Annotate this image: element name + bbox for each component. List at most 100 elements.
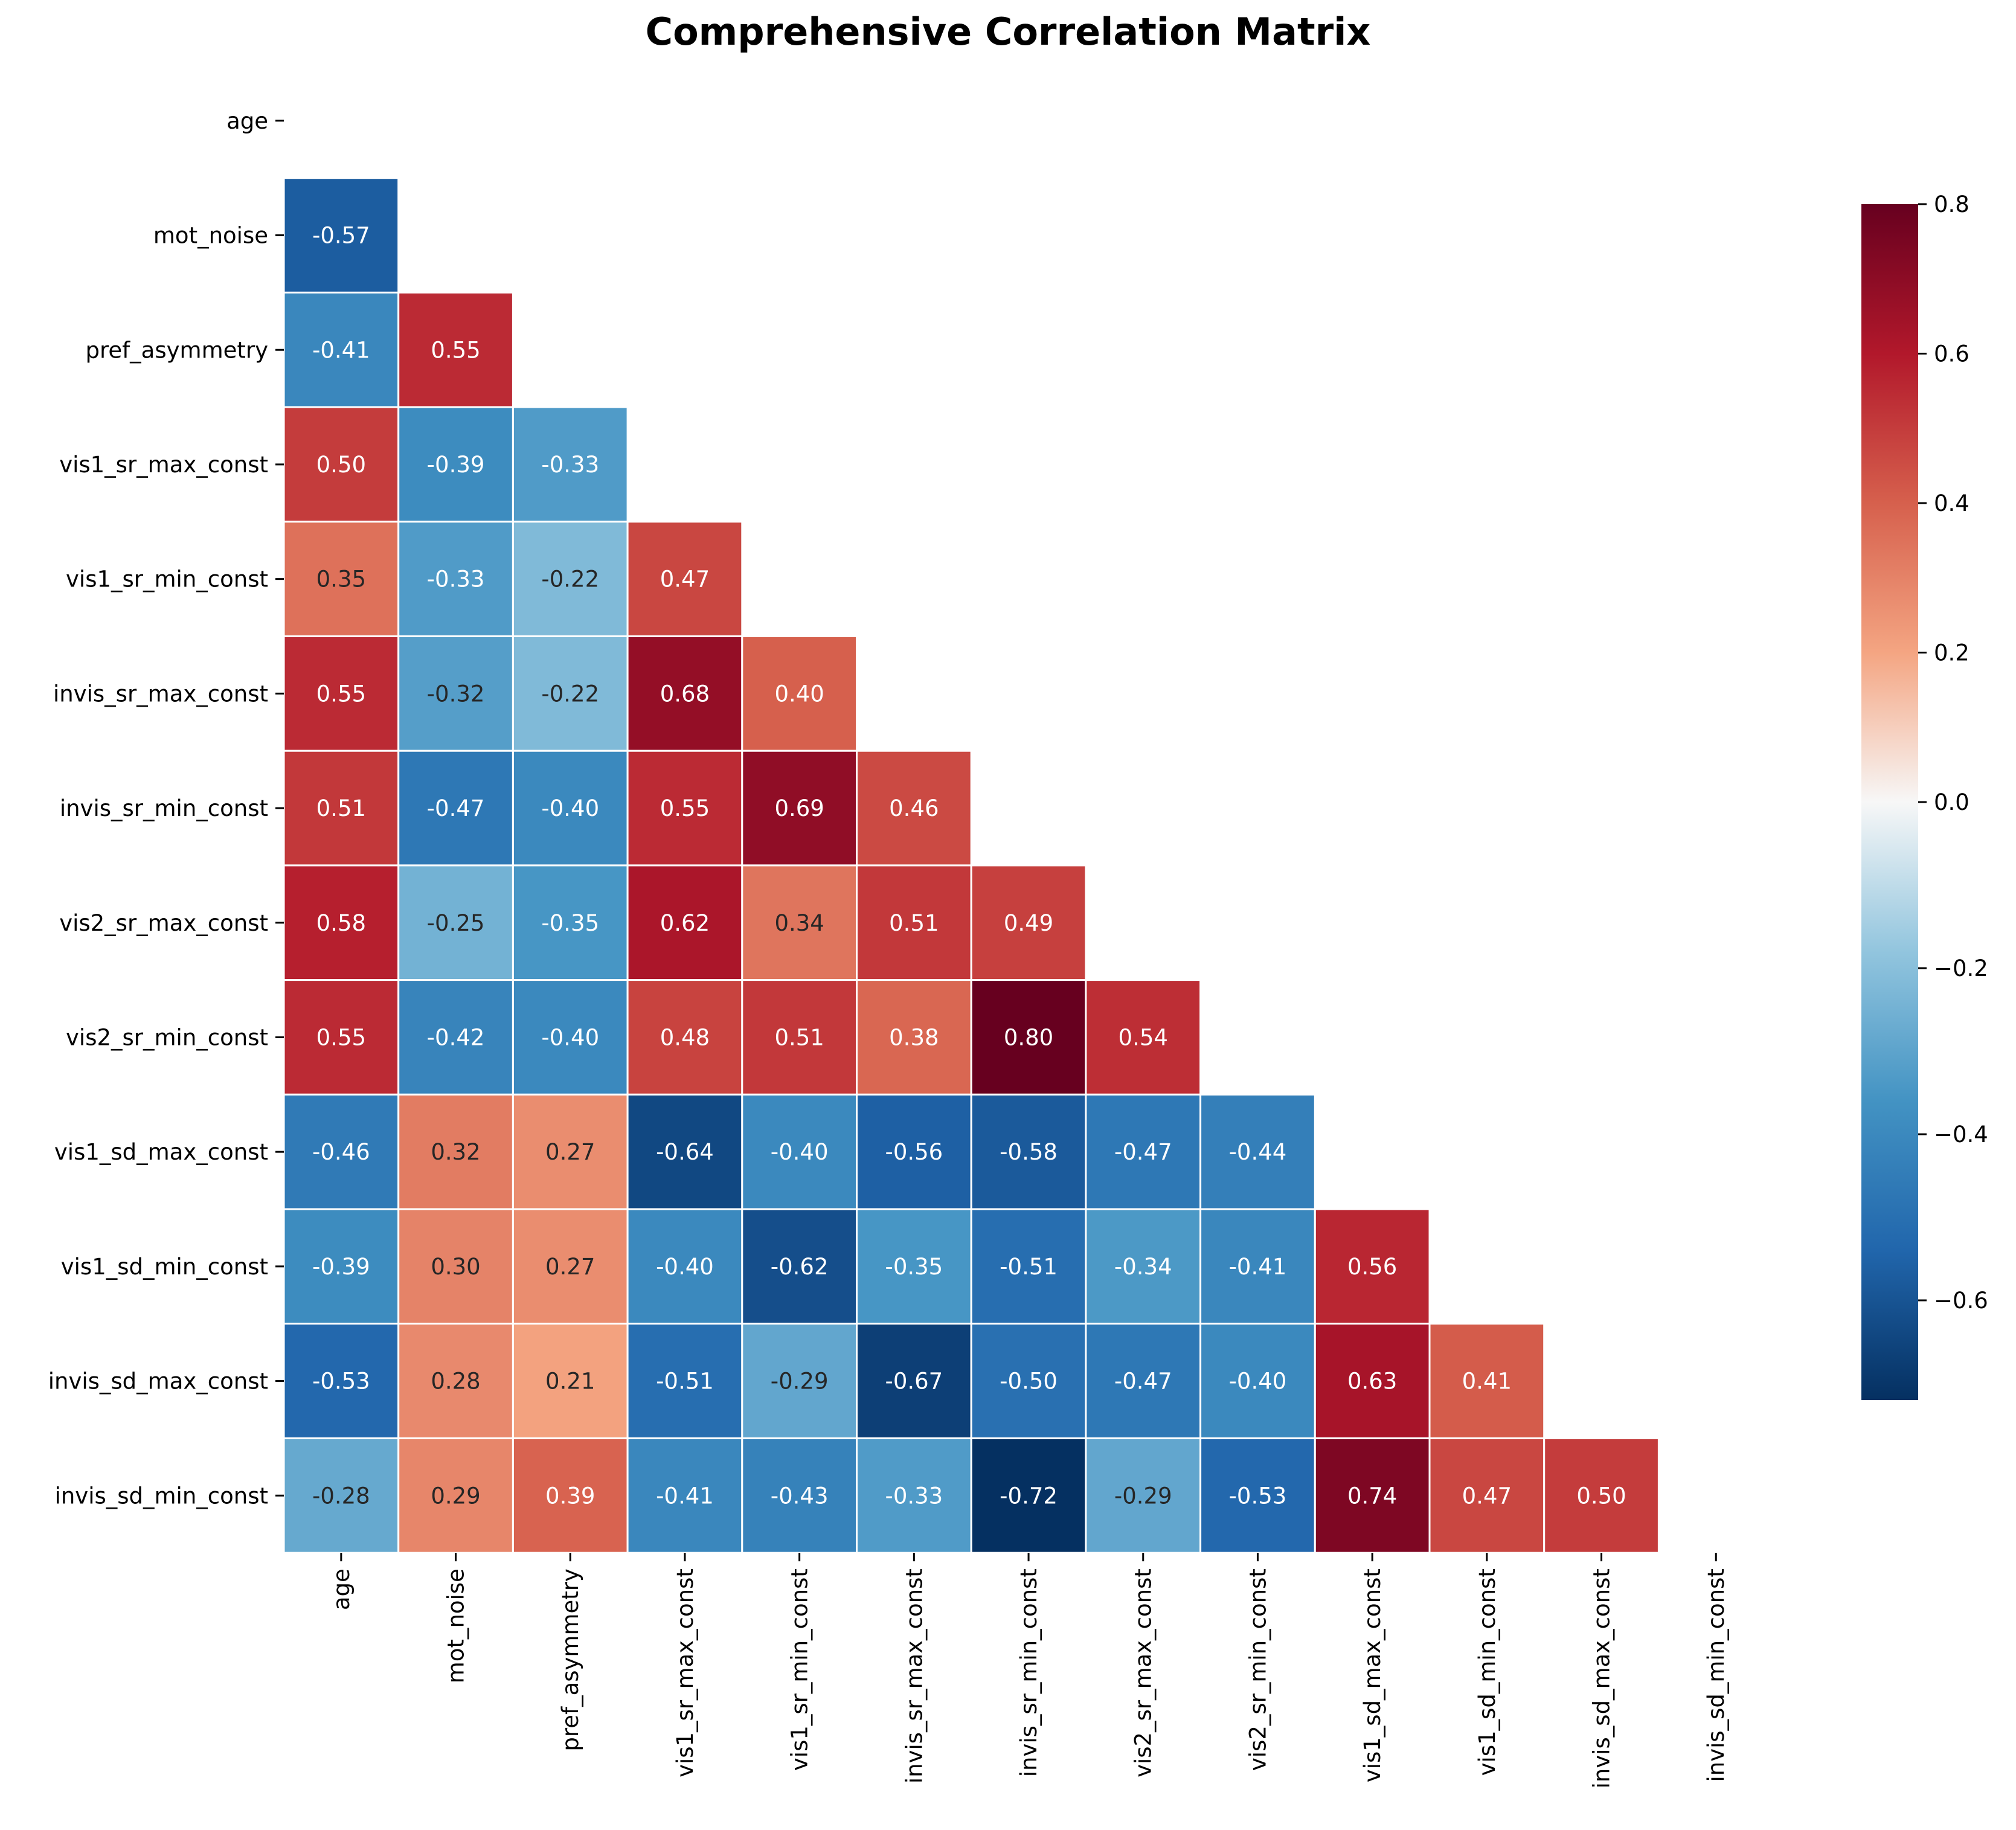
heatmap-cell: [397, 1437, 514, 1554]
cell-value-label: -0.28: [312, 1483, 370, 1509]
cell-value-label: -0.47: [427, 795, 485, 821]
cell-value-label: 0.47: [660, 567, 710, 592]
cell-value-label: 0.47: [1462, 1483, 1512, 1509]
x-tick-label: vis1_sr_min_const: [787, 1568, 813, 1771]
heatmap-cell: [741, 1208, 858, 1325]
cell-value-label: -0.40: [656, 1254, 714, 1280]
x-axis-tick-labels: age mot_noise pref_asymmetry vis1_sr_max_co…: [329, 1553, 1729, 1788]
cell-value-label: -0.50: [1000, 1369, 1058, 1395]
heatmap-cell: [397, 635, 514, 752]
cell-value-label: -0.34: [1114, 1254, 1172, 1280]
y-tick-label: invis_sd_min_const: [55, 1483, 268, 1509]
cell-value-label: 0.50: [1576, 1483, 1626, 1509]
heatmap-cell: [626, 635, 743, 752]
cell-value-label: 0.55: [316, 681, 366, 707]
heatmap-cell: [856, 1208, 972, 1325]
heatmap-cell: [1314, 1208, 1431, 1325]
cell-value-label: 0.55: [316, 1024, 366, 1050]
heatmap-cell: [512, 1093, 629, 1210]
heatmap-cell: [1199, 1323, 1316, 1439]
cell-value-label: 0.68: [660, 681, 710, 707]
heatmap-cell: [1199, 1437, 1316, 1554]
cell-value-label: 0.62: [660, 910, 710, 936]
heatmap-cell: [512, 1208, 629, 1325]
cell-value-label: -0.41: [312, 337, 370, 363]
cell-value-label: -0.29: [771, 1369, 829, 1395]
cell-value-label: 0.41: [1462, 1369, 1512, 1395]
heatmap-cell: [512, 750, 629, 867]
colorbar-tick-label: 0.0: [1934, 789, 1969, 815]
heatmap-cell: [626, 864, 743, 981]
cell-value-label: -0.40: [541, 1024, 599, 1050]
x-tick-label: mot_noise: [443, 1568, 469, 1683]
heatmap-cell: [397, 291, 514, 408]
y-tick-label: pref_asymmetry: [86, 337, 269, 363]
heatmap-cell: [856, 1323, 972, 1439]
x-tick-label: invis_sr_max_const: [901, 1568, 927, 1783]
heatmap-cell: [283, 1208, 400, 1325]
cell-value-label: -0.35: [541, 910, 599, 936]
heatmap-cell: [626, 750, 743, 867]
y-tick-label: mot_noise: [153, 223, 268, 249]
cell-value-label: -0.39: [427, 452, 485, 478]
colorbar-tick-label: 0.2: [1934, 640, 1969, 666]
heatmap-cell: [1199, 1208, 1316, 1325]
heatmap-cell: [970, 1437, 1087, 1554]
y-tick-label: vis2_sr_max_const: [59, 910, 268, 936]
heatmap-cell: [397, 1208, 514, 1325]
y-tick-label: invis_sr_min_const: [60, 795, 268, 821]
heatmap-cell: [512, 1437, 629, 1554]
heatmap-cell: [1428, 1323, 1546, 1439]
cell-value-label: -0.46: [312, 1139, 370, 1165]
cell-value-label: -0.72: [1000, 1483, 1058, 1509]
y-tick-label: vis1_sd_max_const: [54, 1139, 268, 1165]
y-tick-label: vis1_sd_min_const: [61, 1254, 268, 1280]
cell-value-label: 0.38: [889, 1024, 939, 1050]
cell-value-label: -0.44: [1229, 1139, 1287, 1165]
x-tick-label: age: [329, 1568, 355, 1610]
cell-value-label: 0.63: [1347, 1369, 1397, 1395]
heatmap-cell: [1085, 979, 1202, 1096]
cell-value-label: -0.67: [885, 1369, 943, 1395]
heatmap-cell: [626, 521, 743, 637]
cell-value-label: 0.34: [774, 910, 824, 936]
colorbar-tick-label: 0.6: [1934, 341, 1969, 367]
cell-value-label: 0.29: [431, 1483, 480, 1509]
cell-value-label: -0.47: [1114, 1139, 1172, 1165]
cell-value-label: -0.32: [427, 681, 485, 707]
cell-value-label: -0.56: [885, 1139, 943, 1165]
heatmap-cell: [856, 1437, 972, 1554]
heatmap-cell: [283, 1437, 400, 1554]
cell-value-label: -0.42: [427, 1024, 485, 1050]
cell-value-label: 0.80: [1004, 1024, 1053, 1050]
x-tick-label: invis_sr_min_const: [1016, 1568, 1042, 1777]
cell-value-label: 0.51: [889, 910, 939, 936]
cell-value-label: 0.51: [774, 1024, 824, 1050]
cell-value-label: 0.74: [1347, 1483, 1397, 1509]
cell-value-label: 0.28: [431, 1369, 480, 1395]
x-tick-label: vis2_sr_max_const: [1131, 1568, 1157, 1777]
cell-value-label: 0.40: [774, 681, 824, 707]
cell-value-label: 0.27: [545, 1139, 595, 1165]
cell-value-label: 0.56: [1347, 1254, 1397, 1280]
y-tick-label: invis_sr_max_const: [53, 681, 268, 707]
cell-value-label: 0.58: [316, 910, 366, 936]
colorbar-gradient: [1861, 204, 1918, 1400]
heatmap-cell: [397, 864, 514, 981]
heatmap-cell: [1543, 1437, 1660, 1554]
x-tick-label: pref_asymmetry: [557, 1568, 583, 1751]
heatmap-cell: [970, 1093, 1087, 1210]
heatmap-cell: [1085, 1437, 1202, 1554]
y-tick-label: invis_sd_max_const: [48, 1369, 268, 1395]
cell-value-label: -0.33: [541, 452, 599, 478]
cell-value-label: 0.50: [316, 452, 366, 478]
cell-value-label: 0.48: [660, 1024, 710, 1050]
cell-value-label: 0.46: [889, 795, 939, 821]
cell-value-label: -0.51: [1000, 1254, 1058, 1280]
colorbar-tick-label: 0.4: [1934, 490, 1969, 516]
heatmap-cells: -0.57 -0.41 0.55 0.50 -0.39 -0.33 0.35 -0.33 -0.…: [283, 177, 1660, 1554]
heatmap-cell: [1428, 1437, 1546, 1554]
cell-value-label: -0.22: [541, 567, 599, 592]
cell-value-label: 0.21: [545, 1369, 595, 1395]
y-tick-label: vis1_sr_min_const: [66, 567, 268, 592]
